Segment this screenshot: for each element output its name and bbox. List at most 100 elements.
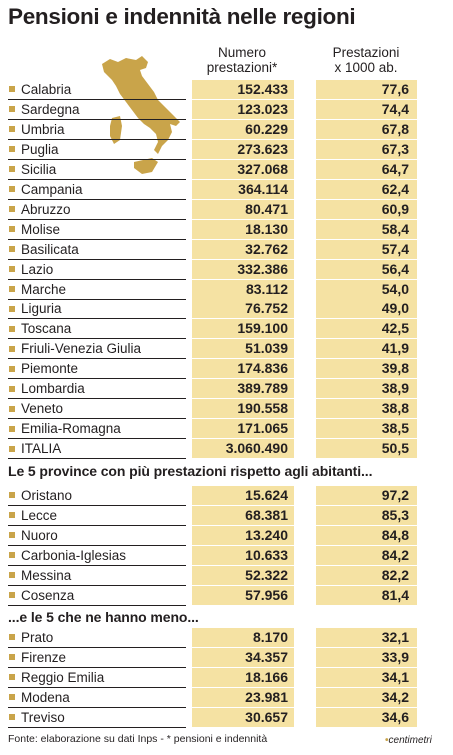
row-name: Sardegna (21, 101, 80, 117)
column-header-numero-line1: Numero (217, 45, 266, 60)
row-name: Lazio (21, 261, 54, 277)
table-row: Lazio 332.386 56,4 (0, 259, 453, 280)
row-name: Campania (21, 181, 83, 197)
value-numero-prestazioni: 15.624 (192, 486, 294, 505)
section-title-top-provinces: Le 5 province con più prestazioni rispet… (8, 463, 373, 479)
row-label: Puglia (8, 140, 186, 160)
value-prestazioni-per-1000: 84,2 (316, 546, 417, 565)
row-label: Cosenza (8, 586, 186, 606)
table-row: Marche 83.112 54,0 (0, 279, 453, 300)
row-name: ITALIA (21, 441, 62, 457)
row-label: Friuli-Venezia Giulia (8, 339, 186, 360)
bullet-square-icon (9, 694, 15, 701)
row-name: Molise (21, 221, 61, 237)
value-numero-prestazioni: 174.836 (192, 359, 294, 379)
bullet-square-icon (9, 445, 15, 452)
bullet-square-icon (9, 572, 15, 579)
table-row: Calabria 152.433 77,6 (0, 80, 453, 100)
value-prestazioni-per-1000: 82,2 (316, 566, 417, 585)
row-label: Veneto (8, 399, 186, 420)
bullet-square-icon (9, 492, 15, 499)
value-prestazioni-per-1000: 58,4 (316, 219, 417, 239)
value-numero-prestazioni: 159.100 (192, 319, 294, 339)
value-prestazioni-per-1000: 41,9 (316, 339, 417, 359)
row-label: Liguria (8, 299, 186, 320)
value-numero-prestazioni: 10.633 (192, 546, 294, 565)
bullet-square-icon (9, 425, 15, 432)
value-numero-prestazioni: 80.471 (192, 199, 294, 219)
section-title-bottom-provinces: ...e le 5 che ne hanno meno... (8, 609, 199, 625)
row-label: Sicilia (8, 160, 186, 180)
table-row: Oristano 15.624 97,2 (0, 486, 453, 506)
table-row: Treviso 30.657 34,6 (0, 708, 453, 728)
table-row: ITALIA 3.060.490 50,5 (0, 439, 453, 460)
column-header-per1000-line1: Prestazioni (332, 45, 400, 60)
table-row: Abruzzo 80.471 60,9 (0, 199, 453, 220)
column-header-per1000-line2: x 1000 ab. (334, 60, 398, 75)
row-label: Prato (8, 628, 186, 648)
row-name: Firenze (21, 650, 67, 665)
value-prestazioni-per-1000: 97,2 (316, 486, 417, 505)
value-prestazioni-per-1000: 67,3 (316, 139, 417, 159)
value-numero-prestazioni: 34.357 (192, 648, 294, 667)
bullet-square-icon (9, 146, 15, 153)
bullet-square-icon (9, 106, 15, 113)
value-prestazioni-per-1000: 62,4 (316, 179, 417, 199)
row-label: Molise (8, 220, 186, 240)
column-header-per1000: Prestazioni x 1000 ab. (316, 45, 416, 75)
row-name: Treviso (21, 710, 65, 725)
table-row: Molise 18.130 58,4 (0, 219, 453, 240)
value-numero-prestazioni: 18.166 (192, 668, 294, 687)
value-prestazioni-per-1000: 54,0 (316, 279, 417, 299)
bullet-square-icon (9, 714, 15, 721)
table-row: Campania 364.114 62,4 (0, 179, 453, 200)
row-label: Nuoro (8, 526, 186, 546)
value-prestazioni-per-1000: 49,0 (316, 299, 417, 319)
table-row: Sicilia 327.068 64,7 (0, 159, 453, 180)
bullet-square-icon (9, 552, 15, 559)
table-row: Cosenza 57.956 81,4 (0, 586, 453, 606)
table-row: Prato 8.170 32,1 (0, 628, 453, 648)
value-prestazioni-per-1000: 77,6 (316, 80, 417, 99)
table-row: Carbonia-Iglesias 10.633 84,2 (0, 546, 453, 566)
row-label: Marche (8, 280, 186, 300)
row-name: Messina (21, 568, 72, 583)
bullet-square-icon (9, 365, 15, 372)
row-name: Piemonte (21, 361, 79, 377)
value-prestazioni-per-1000: 42,5 (316, 319, 417, 339)
bullet-square-icon (9, 674, 15, 681)
row-label: Lazio (8, 260, 186, 280)
bullet-square-icon (9, 166, 15, 173)
value-numero-prestazioni: 152.433 (192, 80, 294, 99)
value-numero-prestazioni: 327.068 (192, 159, 294, 179)
bullet-square-icon (9, 654, 15, 661)
row-name: Reggio Emilia (21, 670, 105, 685)
value-prestazioni-per-1000: 32,1 (316, 628, 417, 647)
row-name: Emilia-Romagna (21, 421, 121, 437)
value-numero-prestazioni: 30.657 (192, 708, 294, 727)
row-label: Carbonia-Iglesias (8, 546, 186, 566)
value-numero-prestazioni: 123.023 (192, 99, 294, 119)
value-numero-prestazioni: 23.981 (192, 688, 294, 707)
column-header-numero: Numero prestazioni* (192, 45, 292, 75)
row-name: Lombardia (21, 381, 85, 397)
bullet-square-icon (9, 206, 15, 213)
row-name: Calabria (21, 82, 72, 97)
row-label: Firenze (8, 648, 186, 668)
table-row: Emilia-Romagna 171.065 38,5 (0, 419, 453, 440)
bullet-square-icon (9, 385, 15, 392)
table-row: Puglia 273.623 67,3 (0, 139, 453, 160)
table-row: Nuoro 13.240 84,8 (0, 526, 453, 546)
table-row: Modena 23.981 34,2 (0, 688, 453, 708)
value-prestazioni-per-1000: 67,8 (316, 119, 417, 139)
source-footnote: Fonte: elaborazione su dati Inps - * pen… (8, 733, 268, 745)
row-label: ITALIA (8, 439, 186, 460)
row-name: Modena (21, 690, 70, 705)
bullet-square-icon (9, 532, 15, 539)
row-label: Modena (8, 688, 186, 708)
value-numero-prestazioni: 52.322 (192, 566, 294, 585)
table-row: Messina 52.322 82,2 (0, 566, 453, 586)
row-label: Messina (8, 566, 186, 586)
bullet-square-icon (9, 186, 15, 193)
bullet-square-icon (9, 634, 15, 641)
